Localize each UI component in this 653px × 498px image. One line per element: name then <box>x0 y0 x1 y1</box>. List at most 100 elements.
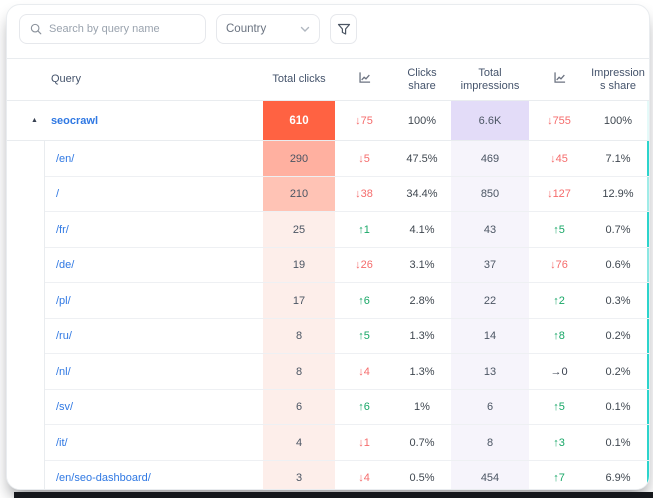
country-select[interactable]: Country <box>216 14 320 44</box>
query-table-panel: Country Query Total clicks <box>6 4 650 490</box>
impressions-share-value: 0.1% <box>605 436 631 449</box>
impressions-share-value: 12.9% <box>602 188 634 201</box>
funnel-icon <box>337 23 351 36</box>
clicks-share-value: 100% <box>407 114 437 127</box>
header-total-impressions[interactable]: Total impressions <box>451 67 529 93</box>
child-rows-indent-line <box>44 141 45 489</box>
header-clicks-share[interactable]: Clicks share <box>393 67 451 93</box>
query-cell: /en/seo-dashboard/ <box>7 461 263 490</box>
clicks-trend-value: ↓26 <box>355 259 373 272</box>
impressions-share-value: 6.9% <box>605 472 631 485</box>
table-row[interactable]: / 210 ↓38 34.4% 850 ↓127 12.9% <box>7 176 649 212</box>
query-link[interactable]: /nl/ <box>56 365 71 378</box>
filter-button[interactable] <box>330 14 357 44</box>
clicks-share-value: 3.1% <box>409 259 435 272</box>
total-impressions-cell: 469 <box>451 141 529 177</box>
line-chart-icon <box>358 71 371 88</box>
clicks-share-value: 1% <box>414 401 430 414</box>
clicks-trend-value: ↑6 <box>358 401 370 414</box>
clicks-trend-value: ↓38 <box>355 188 373 201</box>
table-row[interactable]: /en/290 ↓5 47.5% 469 ↓45 7.1% <box>7 141 649 177</box>
row-accent-bar <box>647 101 649 140</box>
impressions-trend-value: ↑5 <box>553 401 565 414</box>
clicks-trend-value: ↓1 <box>358 436 370 449</box>
table-row-parent[interactable]: ▲ seocrawl 610 ↓75 100% 6.6K ↓755 100% <box>7 101 649 141</box>
row-accent-bar <box>647 354 649 390</box>
query-cell: /pl/ <box>7 283 263 319</box>
query-link[interactable]: /pl/ <box>56 294 71 307</box>
total-clicks-cell: 8 <box>263 354 335 390</box>
clicks-trend-value: ↓5 <box>358 152 370 165</box>
query-link[interactable]: /en/seo-dashboard/ <box>56 472 151 485</box>
total-impressions-cell: 8 <box>451 425 529 461</box>
row-accent-bar <box>647 389 649 425</box>
query-link[interactable]: /it/ <box>56 436 68 449</box>
impressions-trend-value: ↓755 <box>547 114 571 127</box>
total-clicks-cell: 8 <box>263 318 335 354</box>
total-clicks-cell: 17 <box>263 283 335 319</box>
header-clicks-chart[interactable] <box>335 71 393 88</box>
total-clicks-cell: 19 <box>263 247 335 283</box>
clicks-share-value: 34.4% <box>406 188 438 201</box>
clicks-share-value: 1.3% <box>409 365 435 378</box>
row-accent-bar <box>647 141 649 177</box>
header-query[interactable]: Query <box>51 73 81 85</box>
query-link[interactable]: /en/ <box>56 152 75 165</box>
query-link[interactable]: /fr/ <box>56 223 69 236</box>
table-row[interactable]: /pl/17 ↑6 2.8% 22 ↑2 0.3% <box>7 283 649 319</box>
table-row[interactable]: /fr/25 ↑1 4.1% 43 ↑5 0.7% <box>7 212 649 248</box>
impressions-trend-value: ↓76 <box>550 259 568 272</box>
header-total-clicks[interactable]: Total clicks <box>272 73 326 85</box>
query-link[interactable]: /de/ <box>56 259 75 272</box>
impressions-trend-value: ↓45 <box>550 152 568 165</box>
impressions-trend-value: ↑2 <box>553 294 565 307</box>
toolbar: Country <box>7 5 649 58</box>
query-cell: /nl/ <box>7 354 263 390</box>
query-cell: /sv/ <box>7 390 263 426</box>
total-clicks-cell: 290 <box>263 141 335 177</box>
row-accent-bar <box>647 425 649 461</box>
clicks-trend-value: ↑5 <box>358 330 370 343</box>
table-row[interactable]: /it/4 ↓1 0.7% 8 ↑3 0.1% <box>7 425 649 461</box>
impressions-share-value: 0.7% <box>605 223 631 236</box>
table-row[interactable]: /en/seo-dashboard/3 ↓4 0.5% 454 ↑7 6.9% <box>7 460 649 490</box>
collapse-arrow-icon[interactable]: ▲ <box>31 117 38 124</box>
row-accent-bar <box>647 318 649 354</box>
table-row[interactable]: /ru/8 ↑5 1.3% 14 ↑8 0.2% <box>7 318 649 354</box>
search-input[interactable] <box>49 23 195 35</box>
impressions-trend-value: ↑3 <box>553 436 565 449</box>
total-impressions-cell: 6 <box>451 389 529 425</box>
line-chart-icon <box>553 71 566 88</box>
query-link[interactable]: /sv/ <box>56 401 74 414</box>
total-impressions-cell: 14 <box>451 318 529 354</box>
table-row[interactable]: /sv/6 ↑6 1% 6 ↑5 0.1% <box>7 389 649 426</box>
total-impressions-cell: 6.6K <box>451 101 529 140</box>
country-select-label: Country <box>226 23 267 35</box>
clicks-trend-value: ↑1 <box>358 223 370 236</box>
total-clicks-cell: 25 <box>263 212 335 248</box>
impressions-trend-value: ↑7 <box>553 472 565 485</box>
header-total-impressions-line2: impressions <box>460 79 520 92</box>
query-link[interactable]: /ru/ <box>56 330 72 343</box>
table-row[interactable]: /nl/8 ↓4 1.3% 13 →0 0.2% <box>7 354 649 390</box>
impressions-share-value: 0.2% <box>605 330 631 343</box>
query-link[interactable]: seocrawl <box>50 114 99 127</box>
query-cell: /en/ <box>7 141 263 177</box>
impressions-share-value: 0.2% <box>605 365 631 378</box>
header-impressions-share-line1: Impression <box>591 66 645 79</box>
clicks-share-value: 47.5% <box>406 152 438 165</box>
header-impressions-chart[interactable] <box>529 71 589 88</box>
query-link[interactable]: / <box>56 188 60 201</box>
total-impressions-cell: 850 <box>451 176 529 212</box>
row-accent-bar <box>647 460 649 489</box>
impressions-trend-value: →0 <box>550 365 568 378</box>
table-row[interactable]: /de/19 ↓26 3.1% 37 ↓76 0.6% <box>7 247 649 283</box>
clicks-share-value: 1.3% <box>409 330 435 343</box>
clicks-share-value: 2.8% <box>409 294 435 307</box>
header-impressions-share[interactable]: Impression s share <box>589 67 647 93</box>
impressions-share-value: 100% <box>603 114 633 127</box>
table-header: Query Total clicks Clicks share Total im… <box>7 58 649 101</box>
total-impressions-cell: 454 <box>451 460 529 489</box>
table-body: ▲ seocrawl 610 ↓75 100% 6.6K ↓755 100% /en/290 ↓5… <box>7 101 649 490</box>
